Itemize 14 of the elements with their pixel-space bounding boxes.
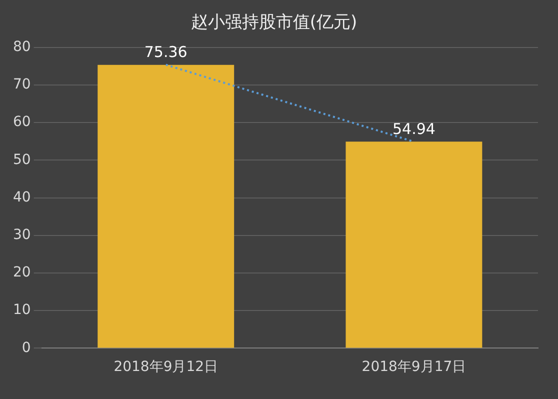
y-tick-label: 20 [12,264,31,281]
y-tick-label: 50 [12,152,31,168]
chart-title: 赵小强持股市值(亿元) [190,12,358,33]
y-tick-label: 0 [22,340,31,356]
y-tick-label: 10 [12,302,31,318]
y-tick-label: 40 [12,189,31,206]
y-tick-label: 60 [12,114,31,130]
y-tick-label: 70 [12,76,31,93]
data-label: 54.94 [392,120,436,138]
data-label: 75.36 [144,43,188,62]
x-tick-label: 2018年9月12日 [114,359,218,376]
x-tick-label: 2018年9月17日 [362,359,466,376]
y-tick-label: 80 [12,39,31,56]
y-tick-label: 30 [12,227,31,244]
